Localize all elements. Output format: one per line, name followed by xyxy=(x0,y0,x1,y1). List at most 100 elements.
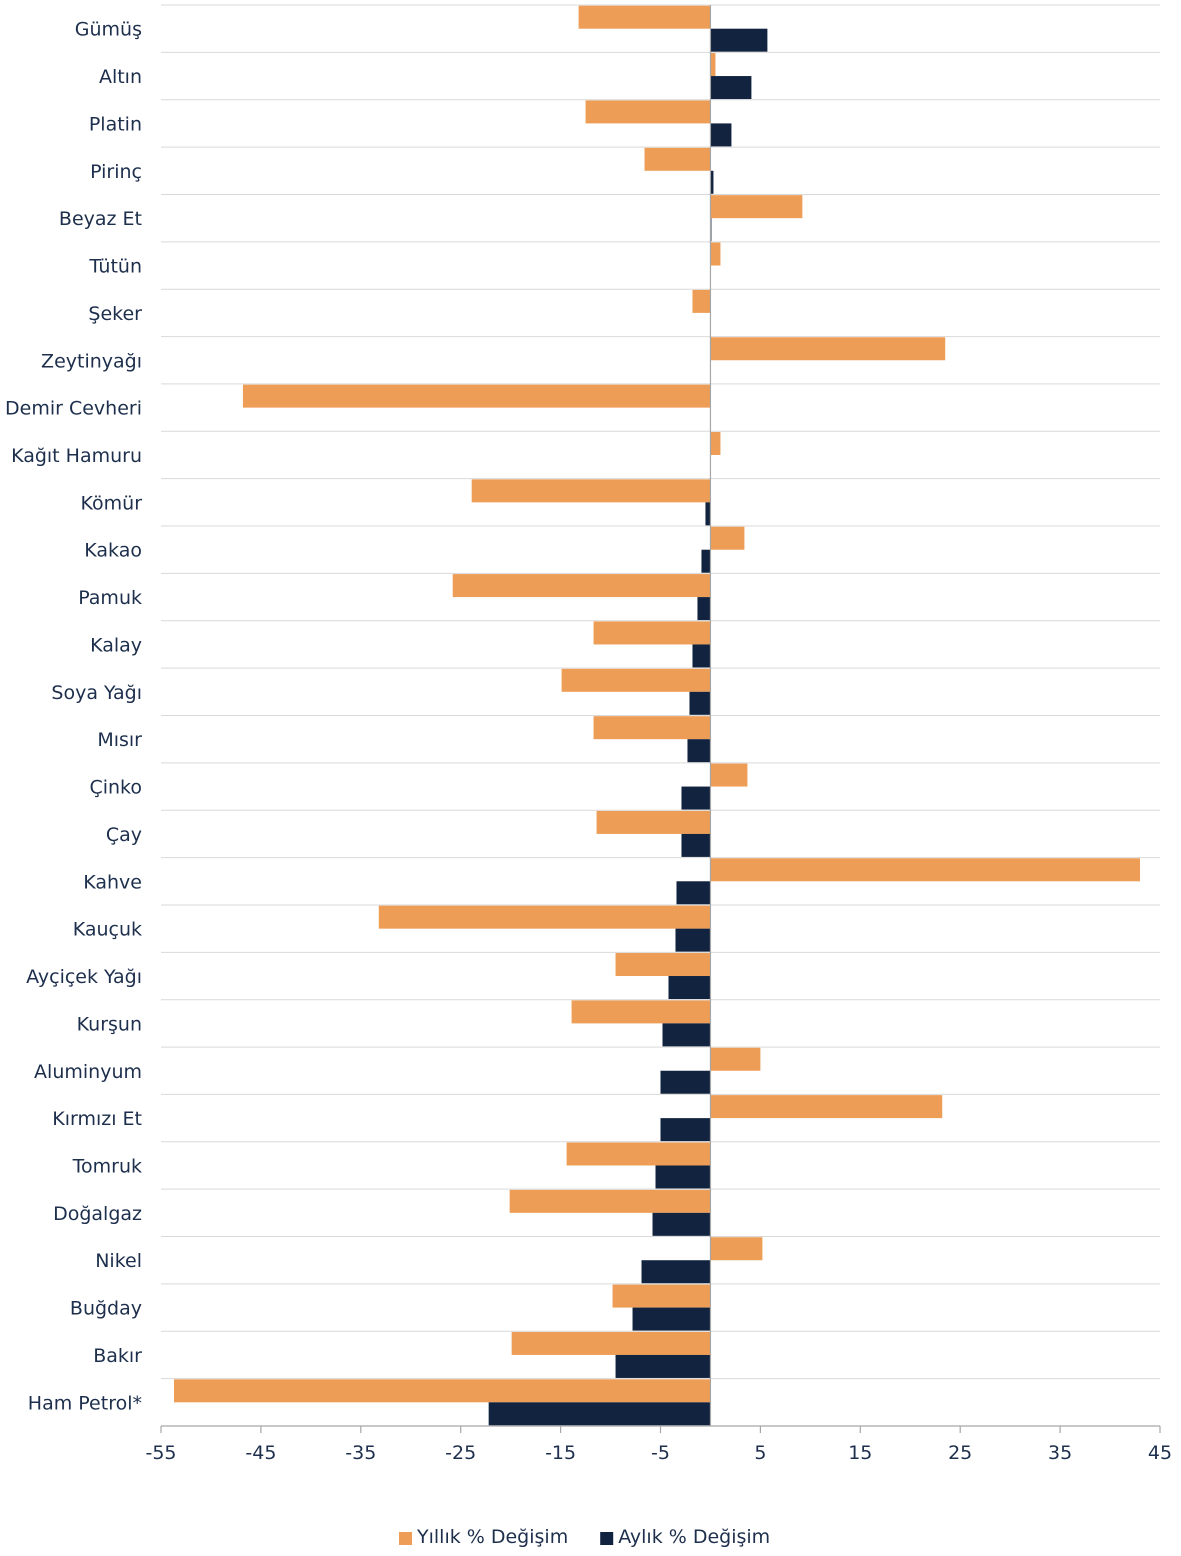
bar-aylik-24 xyxy=(655,1165,711,1189)
bar-yillik-18 xyxy=(710,858,1141,882)
bar-yillik-27 xyxy=(612,1284,711,1308)
x-tick-labels: -55 -45 -35 -25 -15 -5 5 15 25 35 45 xyxy=(145,1442,1172,1464)
bar-aylik-1 xyxy=(710,76,752,100)
bar-yillik-5 xyxy=(710,242,721,266)
category-label: Zeytinyağı xyxy=(41,350,142,372)
category-label: Pamuk xyxy=(78,587,142,609)
category-label: Ayçiçek Yağı xyxy=(26,966,142,988)
x-tick-label: -5 xyxy=(651,1442,670,1464)
category-label: Kağıt Hamuru xyxy=(11,445,142,467)
category-label: Aluminyum xyxy=(34,1061,142,1083)
bar-yillik-9 xyxy=(710,431,721,455)
bar-yillik-3 xyxy=(644,147,711,171)
bar-yillik-19 xyxy=(378,905,711,929)
bar-aylik-18 xyxy=(676,881,711,905)
x-tick-label: 25 xyxy=(948,1442,972,1464)
bar-aylik-21 xyxy=(662,1023,711,1047)
legend: Yıllık % Değişim Aylık % Değişim xyxy=(399,1526,770,1548)
bar-yillik-15 xyxy=(593,716,711,740)
bar-aylik-14 xyxy=(689,691,711,715)
bar-aylik-28 xyxy=(615,1354,711,1378)
bar-yillik-24 xyxy=(566,1142,711,1166)
category-label: Beyaz Et xyxy=(59,208,142,230)
category-label: Nikel xyxy=(95,1250,142,1272)
category-label: Soya Yağı xyxy=(51,682,142,704)
category-label: Çinko xyxy=(89,777,142,799)
bar-aylik-22 xyxy=(660,1070,711,1094)
category-label: Kırmızı Et xyxy=(52,1108,142,1130)
category-label: Platin xyxy=(89,113,142,135)
bar-yillik-23 xyxy=(710,1095,943,1119)
bar-aylik-13 xyxy=(692,644,711,668)
category-label: Ham Petrol* xyxy=(28,1392,142,1414)
bars xyxy=(173,5,1141,1426)
bar-aylik-20 xyxy=(668,976,711,1000)
x-tick-label: -35 xyxy=(345,1442,376,1464)
bar-yillik-6 xyxy=(692,289,711,313)
category-label: Demir Cevheri xyxy=(5,398,142,420)
bar-yillik-2 xyxy=(585,100,711,124)
bar-yillik-16 xyxy=(710,763,748,787)
bar-yillik-28 xyxy=(511,1331,711,1355)
bar-yillik-21 xyxy=(571,1000,711,1024)
bar-aylik-25 xyxy=(652,1212,711,1236)
bar-aylik-12 xyxy=(697,597,711,621)
category-label: Bakır xyxy=(93,1345,142,1367)
bar-aylik-2 xyxy=(710,123,732,147)
legend-label-yillik: Yıllık % Değişim xyxy=(416,1526,568,1548)
x-tick-label: 5 xyxy=(754,1442,766,1464)
bar-yillik-17 xyxy=(596,810,711,834)
legend-swatch-yillik xyxy=(399,1532,412,1545)
category-labels: Gümüş Altın Platin Pirinç Beyaz Et Tütün Şeker… xyxy=(5,19,142,1415)
bar-aylik-0 xyxy=(710,28,768,52)
category-label: Şeker xyxy=(88,303,142,325)
axes xyxy=(160,5,1161,1433)
bar-yillik-10 xyxy=(471,479,711,503)
category-label: Gümüş xyxy=(75,19,142,41)
legend-swatch-aylik xyxy=(600,1532,614,1545)
bar-yillik-25 xyxy=(509,1189,711,1213)
bar-yillik-4 xyxy=(710,195,803,219)
bar-aylik-3 xyxy=(710,170,714,194)
bar-yillik-8 xyxy=(242,384,711,408)
bar-yillik-12 xyxy=(452,574,711,598)
category-label: Kalay xyxy=(90,634,142,656)
bar-yillik-0 xyxy=(578,5,711,29)
bar-aylik-16 xyxy=(681,786,711,810)
bar-aylik-10 xyxy=(705,502,711,526)
category-label: Kauçuk xyxy=(73,919,142,941)
gridlines xyxy=(161,4,1160,1427)
category-label: Tomruk xyxy=(72,1155,142,1177)
bar-yillik-29 xyxy=(173,1379,711,1403)
bar-aylik-26 xyxy=(641,1260,711,1284)
bar-yillik-11 xyxy=(710,526,745,550)
category-label: Altın xyxy=(99,66,142,88)
bar-aylik-11 xyxy=(701,549,711,573)
x-tick-label: 15 xyxy=(848,1442,872,1464)
bar-yillik-14 xyxy=(561,668,711,692)
bar-yillik-20 xyxy=(615,953,711,977)
bar-yillik-1 xyxy=(710,53,716,77)
bar-aylik-27 xyxy=(632,1307,711,1331)
x-tick-label: 45 xyxy=(1148,1442,1172,1464)
x-tick-label: -45 xyxy=(245,1442,276,1464)
bar-aylik-17 xyxy=(681,833,711,857)
bar-yillik-7 xyxy=(710,337,946,361)
category-label: Kakao xyxy=(84,540,142,562)
bar-yillik-22 xyxy=(710,1047,761,1071)
bar-aylik-19 xyxy=(675,928,711,952)
bar-aylik-15 xyxy=(687,739,711,763)
x-tick-label: -25 xyxy=(445,1442,476,1464)
category-label: Doğalgaz xyxy=(53,1203,142,1225)
category-label: Pirinç xyxy=(90,161,142,183)
category-label: Mısır xyxy=(97,729,142,751)
category-label: Çay xyxy=(106,824,142,846)
bar-aylik-23 xyxy=(660,1118,711,1142)
x-tick-label: 35 xyxy=(1048,1442,1072,1464)
bar-yillik-13 xyxy=(593,621,711,645)
category-label: Kurşun xyxy=(77,1013,142,1035)
bar-aylik-29 xyxy=(488,1402,711,1426)
x-tick-label: -55 xyxy=(145,1442,176,1464)
